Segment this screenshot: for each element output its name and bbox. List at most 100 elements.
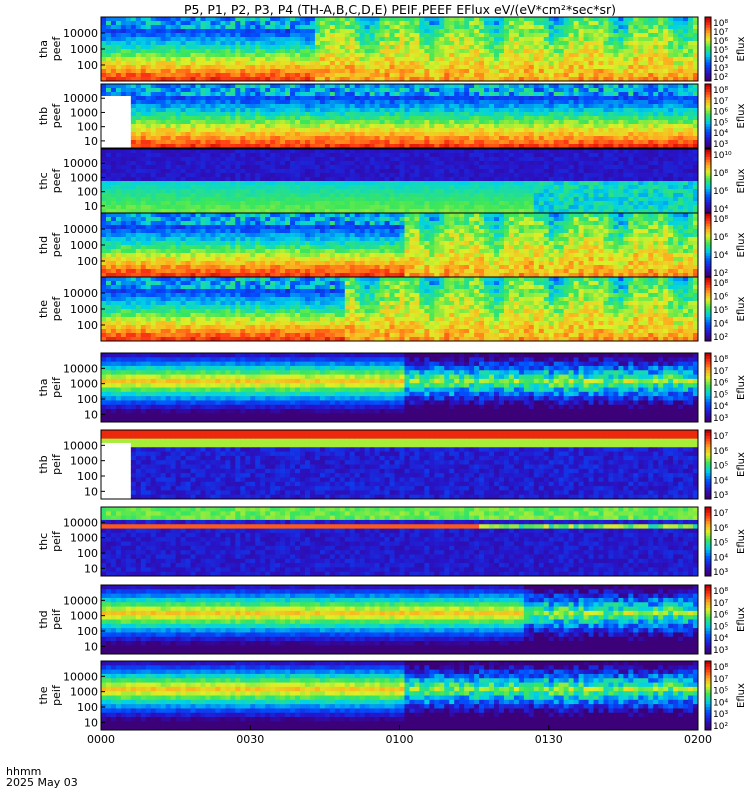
cell xyxy=(553,69,560,74)
cell xyxy=(663,140,669,145)
cell xyxy=(145,189,152,194)
cell xyxy=(364,149,371,154)
cell xyxy=(135,21,142,26)
cell xyxy=(155,92,162,97)
cell xyxy=(175,205,182,210)
cell xyxy=(429,165,435,170)
cell xyxy=(688,100,694,105)
cell xyxy=(160,65,167,70)
cell xyxy=(489,73,495,78)
cell xyxy=(155,108,162,113)
cell xyxy=(329,53,336,58)
cell xyxy=(389,124,396,129)
cell xyxy=(449,116,455,121)
cell xyxy=(389,120,396,125)
cell xyxy=(399,132,405,137)
cell xyxy=(474,116,480,121)
cell xyxy=(290,132,296,137)
cell xyxy=(329,120,336,125)
cell xyxy=(324,37,331,42)
cell xyxy=(200,69,206,74)
cell xyxy=(344,193,351,198)
cell xyxy=(130,153,137,158)
cell xyxy=(160,201,167,206)
cell xyxy=(513,49,520,54)
cell xyxy=(275,104,281,109)
cell xyxy=(260,136,266,141)
cell xyxy=(319,100,326,105)
cell xyxy=(304,165,311,170)
cell xyxy=(628,104,634,109)
cell xyxy=(548,92,555,97)
cell xyxy=(250,96,256,101)
cell xyxy=(439,49,445,54)
cell xyxy=(101,181,107,186)
cell xyxy=(499,104,505,109)
cell xyxy=(190,21,197,26)
cell xyxy=(339,189,346,194)
cell xyxy=(125,189,132,194)
cell xyxy=(538,104,545,109)
cell xyxy=(220,25,226,30)
cell xyxy=(175,169,182,174)
cell xyxy=(563,41,570,46)
cell xyxy=(379,161,386,166)
cell xyxy=(583,140,590,145)
cell xyxy=(180,33,187,38)
cell xyxy=(270,205,276,210)
cell xyxy=(250,189,256,194)
cell xyxy=(115,45,122,50)
cell xyxy=(553,108,560,113)
cell xyxy=(180,177,187,182)
cell xyxy=(573,45,580,50)
cell xyxy=(628,41,634,46)
cell xyxy=(195,73,201,78)
cell xyxy=(444,132,450,137)
cell xyxy=(245,128,251,133)
cell xyxy=(449,88,455,93)
cell xyxy=(250,124,256,129)
cell xyxy=(105,41,112,46)
cell xyxy=(235,185,241,190)
cell xyxy=(533,49,540,54)
cell xyxy=(369,112,376,117)
cell xyxy=(101,205,107,210)
cell xyxy=(588,53,595,58)
cell xyxy=(474,112,480,117)
cell xyxy=(489,84,495,89)
cell xyxy=(469,100,475,105)
cell xyxy=(593,45,599,50)
cell xyxy=(688,73,694,78)
cell xyxy=(678,61,684,66)
cell xyxy=(628,136,634,141)
cell xyxy=(578,88,585,93)
cell xyxy=(384,197,391,202)
cell xyxy=(399,77,405,82)
colorbar-swatch xyxy=(705,113,711,117)
cell xyxy=(369,185,376,190)
cell xyxy=(663,120,669,125)
cell xyxy=(120,57,127,62)
cell xyxy=(693,69,699,74)
cell xyxy=(285,73,291,78)
cell xyxy=(150,25,157,30)
cell xyxy=(653,77,659,82)
cell xyxy=(499,57,505,62)
cell xyxy=(384,53,391,58)
cell xyxy=(295,124,301,129)
cell xyxy=(344,161,351,166)
cell xyxy=(295,88,301,93)
cell xyxy=(319,112,326,117)
cell xyxy=(349,100,356,105)
cell xyxy=(225,17,231,22)
cell xyxy=(573,132,580,137)
cell xyxy=(369,21,376,26)
cell xyxy=(364,84,371,89)
cell xyxy=(364,21,371,26)
cell xyxy=(220,120,226,125)
cell xyxy=(404,124,410,129)
colorbar-swatch xyxy=(705,132,711,136)
cell xyxy=(538,140,545,145)
cell xyxy=(235,17,241,22)
cell xyxy=(464,29,470,34)
